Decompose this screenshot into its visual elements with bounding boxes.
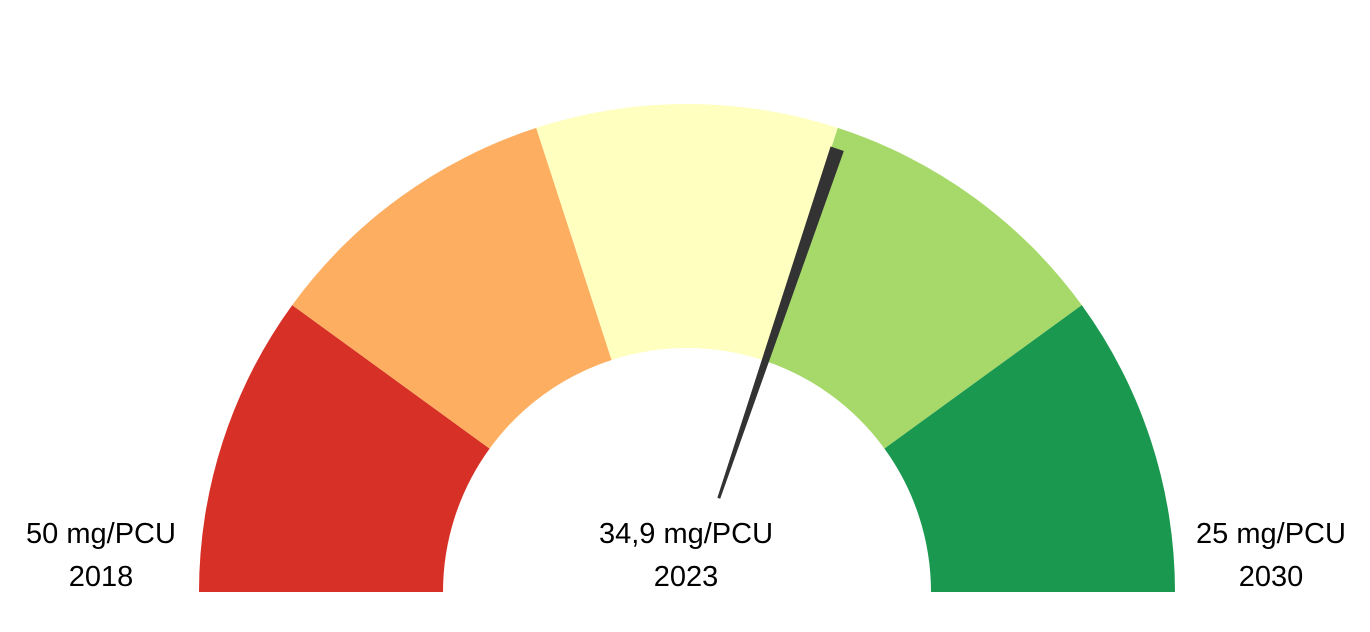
gauge-bands bbox=[199, 103, 1175, 592]
gauge-needle-layer bbox=[717, 146, 844, 499]
current-value-label: 34,9 mg/PCU bbox=[598, 518, 774, 550]
min-label: 50 mg/PCU 2018 bbox=[0, 520, 202, 592]
min-value-label: 50 mg/PCU bbox=[26, 518, 176, 550]
max-year-label: 2030 bbox=[1238, 561, 1304, 593]
min-year-label: 2018 bbox=[68, 561, 134, 593]
max-label: 25 mg/PCU 2030 bbox=[1172, 520, 1370, 592]
gauge-needle bbox=[717, 146, 844, 499]
current-year-label: 2023 bbox=[653, 561, 719, 593]
gauge-band-4 bbox=[762, 127, 1082, 449]
gauge-band-1 bbox=[199, 305, 490, 592]
gauge-band-3 bbox=[536, 103, 838, 360]
gauge-band-5 bbox=[884, 305, 1175, 592]
gauge-band-2 bbox=[292, 127, 612, 449]
max-value-label: 25 mg/PCU bbox=[1196, 518, 1346, 550]
current-label: 34,9 mg/PCU 2023 bbox=[536, 520, 836, 592]
